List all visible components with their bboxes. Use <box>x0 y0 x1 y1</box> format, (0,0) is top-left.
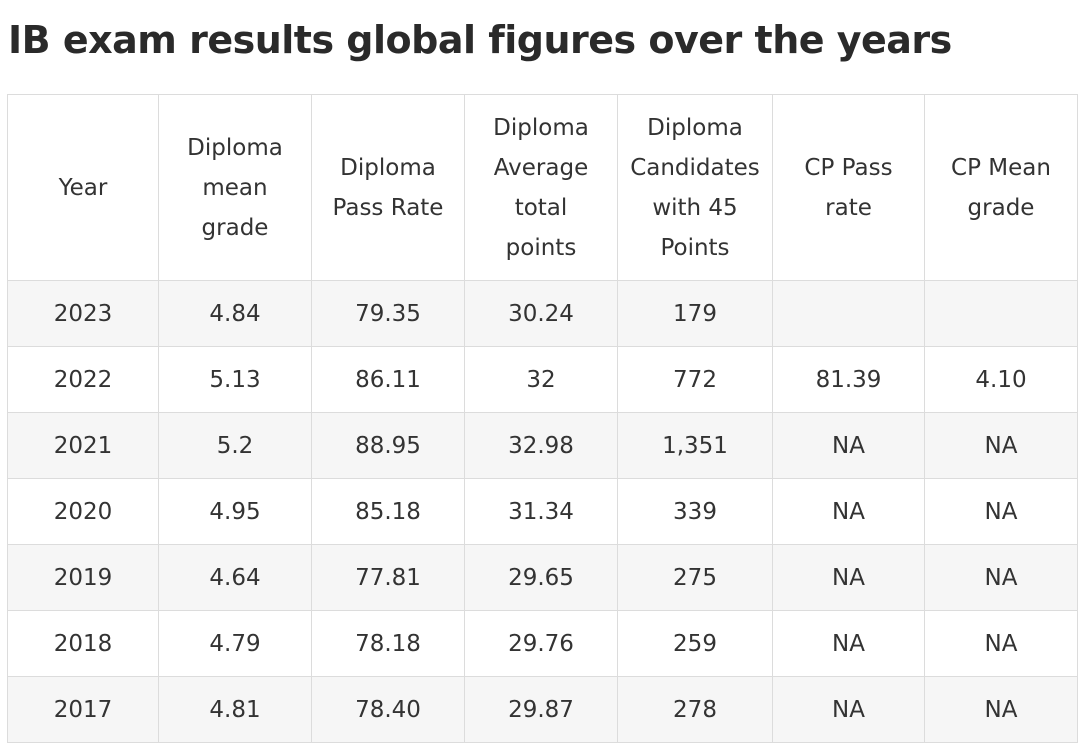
table-cell: NA <box>924 412 1078 479</box>
column-header-line: grade <box>967 194 1035 221</box>
column-header-line: Average <box>493 154 589 181</box>
table-cell: 78.18 <box>311 610 465 677</box>
table-cell: 1,351 <box>617 412 773 479</box>
table-cell: 78.40 <box>311 676 465 743</box>
column-header-line: CP Mean <box>951 154 1051 181</box>
table-cell <box>772 280 925 347</box>
table-cell: 4.79 <box>158 610 312 677</box>
table-row: 2020 4.95 85.18 31.34 339 NA NA <box>7 478 1078 545</box>
table-cell: NA <box>924 676 1078 743</box>
column-header-line: rate <box>825 194 872 221</box>
table-cell: 88.95 <box>311 412 465 479</box>
year-cell: 2018 <box>7 610 159 677</box>
column-header-line: mean <box>202 174 268 201</box>
table-cell: 86.11 <box>311 346 465 413</box>
header-row: Year Diploma mean grade Diploma Pass Rate Dipl… <box>7 94 1078 281</box>
table-cell: NA <box>772 478 925 545</box>
table-cell: NA <box>772 676 925 743</box>
table-cell: 85.18 <box>311 478 465 545</box>
table-cell: 30.24 <box>464 280 618 347</box>
table-row: 2023 4.84 79.35 30.24 179 <box>7 280 1078 347</box>
column-header-line: Diploma <box>647 114 743 141</box>
table-cell: NA <box>924 610 1078 677</box>
column-header: CP Mean grade <box>924 94 1078 281</box>
table-cell: 278 <box>617 676 773 743</box>
table-cell: 81.39 <box>772 346 925 413</box>
table-cell: 77.81 <box>311 544 465 611</box>
column-header-line: Diploma <box>187 134 283 161</box>
column-header-line: grade <box>201 214 269 241</box>
table-row: 2021 5.2 88.95 32.98 1,351 NA NA <box>7 412 1078 479</box>
column-header-line: points <box>505 234 577 261</box>
table-cell: NA <box>772 544 925 611</box>
table-cell: 4.84 <box>158 280 312 347</box>
table-cell: 772 <box>617 346 773 413</box>
table-cell: 4.81 <box>158 676 312 743</box>
table-row: 2017 4.81 78.40 29.87 278 NA NA <box>7 676 1078 743</box>
table-cell: 32 <box>464 346 618 413</box>
results-table: Year Diploma mean grade Diploma Pass Rate Dipl… <box>7 94 1078 743</box>
column-header-line: Pass Rate <box>332 194 444 221</box>
table-cell: 179 <box>617 280 773 347</box>
column-header-line: with 45 <box>652 194 738 221</box>
year-cell: 2017 <box>7 676 159 743</box>
table-row: 2018 4.79 78.18 29.76 259 NA NA <box>7 610 1078 677</box>
year-cell: 2021 <box>7 412 159 479</box>
table-cell: 29.76 <box>464 610 618 677</box>
table-cell: 29.65 <box>464 544 618 611</box>
column-header-line: CP Pass <box>804 154 893 181</box>
table-cell: 259 <box>617 610 773 677</box>
table-cell: 4.95 <box>158 478 312 545</box>
table-cell <box>924 280 1078 347</box>
column-header: Diploma mean grade <box>158 94 312 281</box>
table-row: 2022 5.13 86.11 32 772 81.39 4.10 <box>7 346 1078 413</box>
column-header-line: Diploma <box>340 154 436 181</box>
table-cell: 29.87 <box>464 676 618 743</box>
table-cell: 5.13 <box>158 346 312 413</box>
table-cell: 32.98 <box>464 412 618 479</box>
column-header-line: Diploma <box>493 114 589 141</box>
column-header: Diploma Pass Rate <box>311 94 465 281</box>
table-cell: NA <box>924 478 1078 545</box>
column-header-line: Candidates <box>630 154 760 181</box>
table-cell: 275 <box>617 544 773 611</box>
year-cell: 2023 <box>7 280 159 347</box>
table-cell: 5.2 <box>158 412 312 479</box>
column-header: CP Pass rate <box>772 94 925 281</box>
table-cell: NA <box>772 412 925 479</box>
table-cell: NA <box>924 544 1078 611</box>
year-cell: 2019 <box>7 544 159 611</box>
table-cell: 79.35 <box>311 280 465 347</box>
table-body: 2023 4.84 79.35 30.24 179 2022 5.13 86.11 32 772 8… <box>7 280 1078 743</box>
column-header: Year <box>7 94 159 281</box>
table-row: 2019 4.64 77.81 29.65 275 NA NA <box>7 544 1078 611</box>
column-header-line: Year <box>58 174 108 201</box>
table-cell: NA <box>772 610 925 677</box>
year-cell: 2022 <box>7 346 159 413</box>
column-header: Diploma Average total points <box>464 94 618 281</box>
table-cell: 4.10 <box>924 346 1078 413</box>
table-cell: 31.34 <box>464 478 618 545</box>
column-header-line: Points <box>660 234 730 261</box>
column-header: Diploma Candidates with 45 Points <box>617 94 773 281</box>
column-header-line: total <box>514 194 568 221</box>
page-title: IB exam results global figures over the … <box>8 18 952 62</box>
year-cell: 2020 <box>7 478 159 545</box>
table-header: Year Diploma mean grade Diploma Pass Rate Dipl… <box>7 94 1078 281</box>
table-cell: 339 <box>617 478 773 545</box>
table-cell: 4.64 <box>158 544 312 611</box>
